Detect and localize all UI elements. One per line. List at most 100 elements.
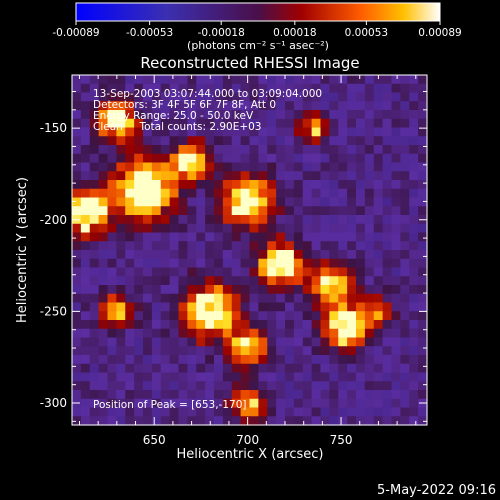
heatmap-cell <box>311 127 322 137</box>
heatmap-cell <box>364 83 375 94</box>
heatmap-cell <box>187 311 197 321</box>
heatmap-cell <box>107 206 117 216</box>
heatmap-cell <box>293 355 304 365</box>
heatmap-cell <box>187 398 197 409</box>
heatmap-cell <box>276 390 286 400</box>
heatmap-cell <box>160 267 171 277</box>
heatmap-cell <box>258 171 268 181</box>
heatmap-cell <box>72 363 82 374</box>
heatmap-cell <box>329 337 339 347</box>
heatmap-cell <box>373 311 384 321</box>
heatmap-cell <box>98 153 109 164</box>
heatmap-cell <box>240 407 251 417</box>
heatmap-cell <box>231 258 242 269</box>
heatmap-cell <box>205 215 215 225</box>
heatmap-cell <box>89 267 100 277</box>
chart-title: Reconstructed RHESSI Image <box>140 54 359 72</box>
heatmap-cell <box>364 311 375 321</box>
heatmap-cell <box>89 328 100 339</box>
heatmap-cell <box>338 101 348 111</box>
heatmap-cell <box>302 83 313 94</box>
heatmap-cell <box>169 355 180 365</box>
x-tick-label: 750 <box>330 433 353 447</box>
heatmap-cell <box>89 302 100 312</box>
heatmap-cell <box>205 363 215 374</box>
heatmap-cell <box>382 215 393 225</box>
heatmap-cell <box>196 241 206 251</box>
heatmap-cell <box>231 267 242 277</box>
heatmap-cell <box>169 110 180 120</box>
heatmap-cell <box>302 416 313 426</box>
heatmap-cell <box>160 363 171 374</box>
heatmap-cell <box>391 355 401 365</box>
colorbar-tick-label: 0.00089 <box>418 27 461 39</box>
heatmap-cell <box>107 232 117 242</box>
heatmap-cell <box>89 258 100 269</box>
heatmap-cell <box>196 372 206 382</box>
heatmap-cell <box>89 363 100 374</box>
heatmap-cell <box>267 328 277 339</box>
heatmap-cell <box>320 118 330 129</box>
heatmap-cell <box>249 372 259 382</box>
heatmap-cell <box>196 101 206 111</box>
heatmap-cell <box>293 346 304 356</box>
heatmap-cell <box>400 101 410 111</box>
annotation-time: 13-Sep-2003 03:07:44.000 to 03:09:04.000 <box>93 88 322 100</box>
heatmap-cell <box>205 293 215 304</box>
heatmap-cell <box>347 223 357 234</box>
heatmap-cell <box>391 416 401 426</box>
heatmap-cell <box>320 215 330 225</box>
heatmap-cell <box>169 267 180 277</box>
heatmap-cell <box>187 171 197 181</box>
heatmap-cell <box>258 267 268 277</box>
heatmap-cell <box>320 390 330 400</box>
heatmap-cell <box>143 223 153 234</box>
heatmap-cell <box>293 285 304 295</box>
heatmap-cell <box>169 311 180 321</box>
heatmap-cell <box>222 92 233 102</box>
heatmap-cell <box>329 206 339 216</box>
heatmap-cell <box>222 381 233 391</box>
heatmap-cell <box>320 285 330 295</box>
heatmap-cell <box>356 398 366 409</box>
heatmap-cell <box>302 267 313 277</box>
heatmap-cell <box>293 241 304 251</box>
heatmap-cell <box>400 355 410 365</box>
heatmap-cell <box>169 381 180 391</box>
heatmap-cell <box>382 162 393 172</box>
heatmap-cell <box>364 75 375 85</box>
heatmap-cell <box>391 276 401 286</box>
heatmap-cell <box>125 118 135 129</box>
heatmap-cell <box>222 241 233 251</box>
annotation-detectors: Detectors: 3F 4F 5F 6F 7F 8F, Att 0 <box>93 99 276 111</box>
heatmap-cell <box>267 197 277 207</box>
heatmap-cell <box>240 136 251 146</box>
heatmap-cell <box>116 110 126 120</box>
heatmap-cell <box>356 153 366 164</box>
heatmap-cell <box>285 267 295 277</box>
heatmap-cell <box>347 232 357 242</box>
heatmap-cell <box>151 92 162 102</box>
heatmap-cell <box>72 197 82 207</box>
heatmap-cell <box>356 390 366 400</box>
heatmap-cell <box>231 215 242 225</box>
heatmap-cell <box>187 188 197 199</box>
heatmap-cell <box>205 381 215 391</box>
heatmap-cell <box>116 250 126 260</box>
heatmap-cell <box>311 83 322 94</box>
x-tick-label: 700 <box>236 433 259 447</box>
heatmap-cell <box>258 110 268 120</box>
heatmap-cell <box>80 276 91 286</box>
heatmap-cell <box>151 267 162 277</box>
heatmap-cell <box>214 223 224 234</box>
heatmap-cell <box>178 92 188 102</box>
heatmap-cell <box>391 311 401 321</box>
heatmap-cell <box>134 145 144 155</box>
heatmap-cell <box>72 355 82 365</box>
heatmap-cell <box>169 250 180 260</box>
heatmap-cell <box>258 416 268 426</box>
heatmap-cell <box>418 136 428 146</box>
heatmap-cell <box>196 127 206 137</box>
heatmap-cell <box>258 363 268 374</box>
heatmap-cell <box>169 215 180 225</box>
